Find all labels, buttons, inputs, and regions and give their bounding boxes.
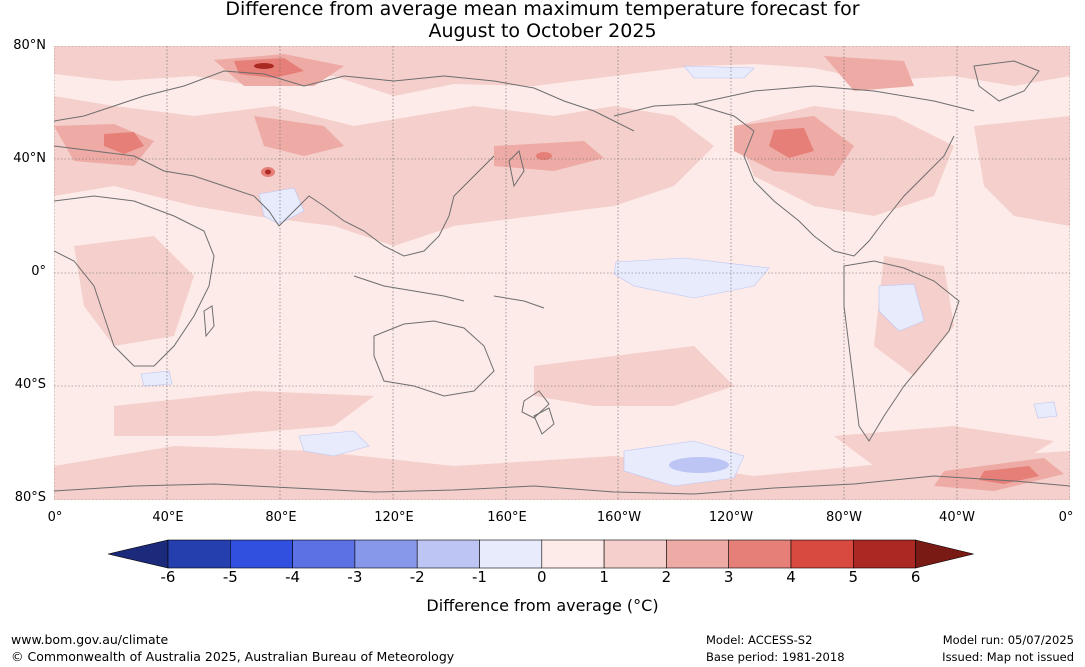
anomaly-zones-negative-core: [669, 457, 729, 473]
colorbar-segment: [167, 539, 231, 569]
colorbar-segment: [852, 539, 916, 569]
footer-run-info: Model run: 05/07/2025 Issued: Map not is…: [942, 632, 1074, 666]
colorbar-segment: [479, 539, 543, 569]
colorbar-extend-high: [915, 539, 974, 569]
colorbar-tick-label: -6: [160, 568, 176, 586]
colorbar-tick-label: 1: [599, 568, 609, 586]
lat-label-40s: 40°S: [14, 377, 46, 392]
colorbar: [108, 539, 974, 569]
lon-label-80w: 80°W: [826, 510, 862, 525]
colorbar-segment: [354, 539, 418, 569]
graticule: [54, 46, 1070, 500]
footer-left: www.bom.gov.au/climate © Commonwealth of…: [11, 631, 454, 665]
footer-base-period: Base period: 1981-2018: [706, 650, 845, 664]
lon-label-80e: 80°E: [265, 510, 297, 525]
lon-label-120w: 120°W: [708, 510, 754, 525]
colorbar-tick-label: -2: [409, 568, 425, 586]
colorbar-segment: [230, 539, 293, 569]
lat-label-40n: 40°N: [13, 151, 46, 166]
footer-model: Model: ACCESS-S2: [706, 633, 813, 647]
colorbar-tick-label: -1: [472, 568, 487, 586]
map-canvas: [54, 46, 1070, 500]
lon-label-0-east: 0°: [1058, 510, 1074, 525]
colorbar-tick-label: 0: [537, 568, 547, 586]
colorbar-tick-label: -5: [222, 568, 238, 586]
colorbar-tick-label: -4: [285, 568, 301, 586]
colorbar-tick-label: 5: [848, 568, 859, 586]
colorbar-segment: [666, 539, 730, 569]
map-title-line-2: August to October 2025: [428, 20, 657, 42]
colorbar-segment: [416, 539, 480, 569]
lon-label-40w: 40°W: [939, 510, 975, 525]
lon-label-160e: 160°E: [487, 510, 527, 525]
lat-label-0: 0°: [31, 264, 46, 279]
anomaly-zones-5-6: [254, 63, 274, 175]
colorbar-tick-label: 6: [910, 568, 921, 586]
lat-label-80n: 80°N: [13, 38, 46, 53]
footer-model-run: Model run: 05/07/2025: [942, 633, 1074, 647]
anomaly-zones-1-2: [54, 46, 1070, 500]
colorbar-extend-low: [108, 539, 169, 569]
colorbar-segment: [603, 539, 667, 569]
colorbar-segment: [728, 539, 792, 569]
footer-model-info: Model: ACCESS-S2 Base period: 1981-2018: [706, 632, 845, 666]
colorbar-segment: [292, 539, 356, 569]
colorbar-label: Difference from average (°C): [426, 596, 659, 615]
colorbar-tick-label: 4: [786, 568, 796, 586]
lon-label-40e: 40°E: [152, 510, 184, 525]
lon-label-120e: 120°E: [374, 510, 414, 525]
lon-label-160w: 160°W: [596, 510, 642, 525]
colorbar-tick-label: 3: [723, 568, 734, 586]
lat-label-80s: 80°S: [14, 490, 46, 505]
colorbar-tick-label: 2: [661, 568, 672, 586]
footer-copyright: © Commonwealth of Australia 2025, Austra…: [11, 649, 455, 664]
footer-url: www.bom.gov.au/climate: [11, 632, 169, 647]
colorbar-segment: [790, 539, 854, 569]
temperature-anomaly-map: [54, 46, 1070, 500]
anomaly-zones-3-4: [104, 58, 1039, 484]
colorbar-segment: [541, 539, 605, 569]
footer-issued: Issued: Map not issued: [942, 650, 1074, 664]
colorbar-tick-label: -3: [347, 568, 363, 586]
map-title-line-1: Difference from average mean maximum tem…: [225, 0, 860, 20]
lon-label-0-west: 0°: [47, 510, 63, 525]
